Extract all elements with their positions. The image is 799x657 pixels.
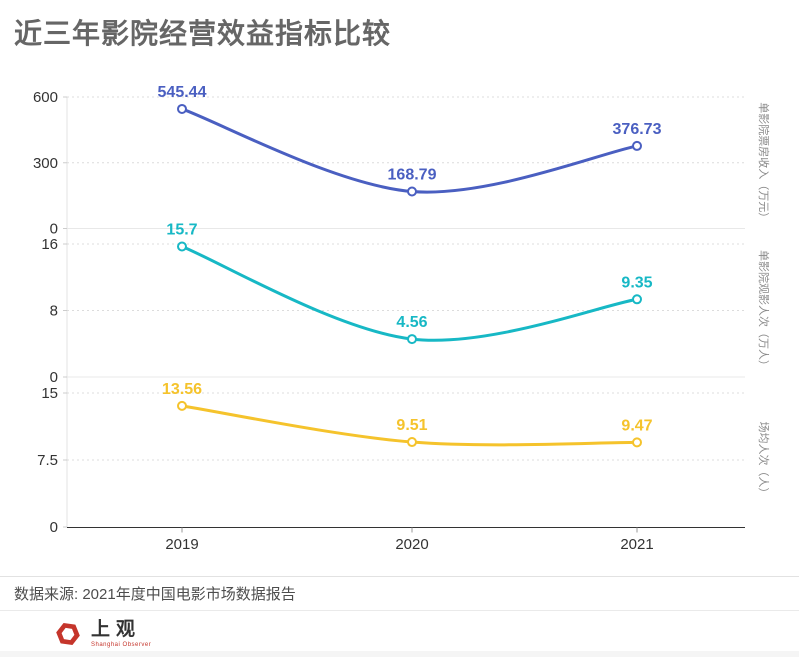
logo-wordmark: 上观 [91, 619, 142, 640]
data-source-note: 数据来源: 2021年度中国电影市场数据报告 [14, 586, 296, 603]
data-point-label: 168.79 [388, 167, 437, 184]
panel-axis-title: 单影院观影人次（万人） [757, 250, 771, 371]
bottom-strip [0, 651, 799, 657]
data-point-marker [177, 103, 187, 114]
data-point-marker [632, 294, 642, 305]
data-point-label: 13.56 [162, 381, 202, 398]
data-point-marker [632, 140, 642, 151]
data-point-label: 376.73 [613, 121, 662, 138]
y-tick-label: 15 [41, 385, 58, 402]
y-tick-label: 300 [33, 155, 58, 172]
data-point-label: 9.47 [621, 417, 652, 434]
y-tick-label: 16 [41, 236, 58, 253]
logo-hexagon-icon [56, 622, 80, 646]
y-tick-label: 0 [50, 519, 58, 536]
x-tick-label: 2019 [165, 536, 198, 553]
publisher-logo: 上观 Shanghai Observer [55, 620, 151, 648]
y-tick-label: 0 [50, 369, 58, 386]
y-tick-label: 0 [50, 221, 58, 238]
data-point-label: 4.56 [396, 314, 427, 331]
y-tick-label: 8 [50, 303, 58, 320]
panel-axis-title: 单影院票房收入（万元） [757, 102, 771, 223]
panel-axis-title: 场均人次（人） [757, 422, 771, 499]
data-point-label: 9.51 [396, 417, 427, 434]
data-point-marker [177, 400, 187, 411]
y-tick-label: 7.5 [37, 452, 58, 469]
data-point-label: 9.35 [621, 274, 652, 291]
x-tick-label: 2021 [620, 536, 653, 553]
footer-divider-bottom [0, 610, 799, 611]
page-title: 近三年影院经营效益指标比较 [14, 18, 392, 49]
data-point-marker [177, 241, 187, 252]
y-tick-label: 600 [33, 89, 58, 106]
chart-canvas: 600 300 0 545.44 168.79 376.73 单影院票房收入（万元） 16 8 0… [33, 84, 771, 553]
data-point-marker [407, 186, 417, 197]
data-point-label: 545.44 [158, 84, 207, 101]
footer-divider-top [0, 576, 799, 577]
logo-text: 上观 Shanghai Observer [91, 620, 151, 648]
data-point-marker [407, 437, 417, 448]
data-point-label: 15.7 [166, 221, 197, 238]
data-point-marker [632, 437, 642, 448]
x-tick-label: 2020 [395, 536, 428, 553]
data-point-marker [407, 334, 417, 345]
chart-area: 600 300 0 545.44 168.79 376.73 单影院票房收入（万元） 16 8 0… [33, 84, 771, 553]
logo-subtitle: Shanghai Observer [91, 642, 152, 648]
